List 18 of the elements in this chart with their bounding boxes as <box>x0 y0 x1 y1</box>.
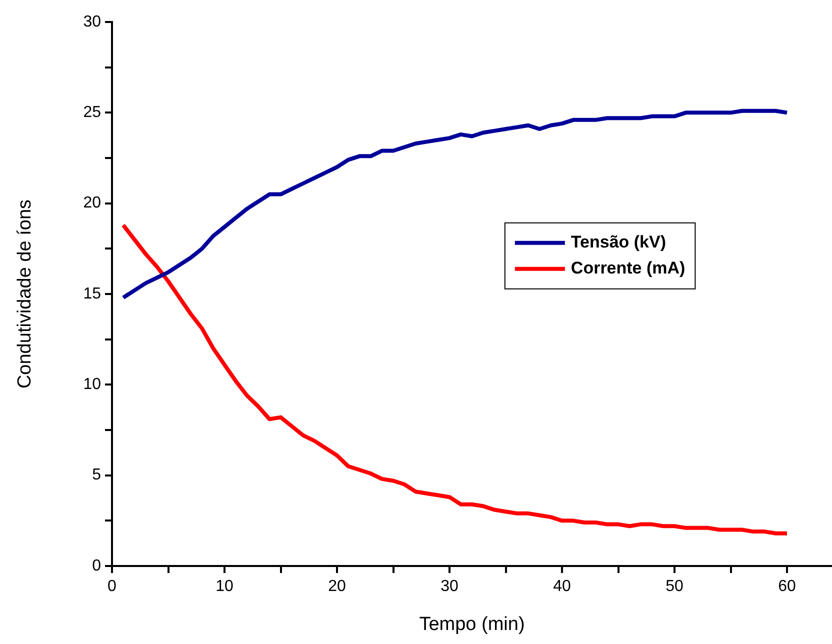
x-tick-label: 60 <box>778 578 796 596</box>
legend-label: Tensão (kV) <box>570 232 666 252</box>
y-axis-title: Condutividade de íons <box>14 199 36 389</box>
y-tick-label: 15 <box>83 285 102 302</box>
x-tick-label: 0 <box>108 578 117 596</box>
legend-label: Corrente (mA) <box>570 258 686 278</box>
x-tick-label: 30 <box>440 578 458 596</box>
y-tick-label: 25 <box>83 104 102 122</box>
x-tick-label: 20 <box>328 578 346 596</box>
x-tick-label: 40 <box>553 578 571 596</box>
y-tick-label: 30 <box>83 13 102 30</box>
x-axis-title: Tempo (min) <box>419 614 525 635</box>
x-tick-label: 10 <box>216 578 234 596</box>
y-tick-label: 0 <box>92 557 102 574</box>
y-tick-label: 5 <box>92 466 102 484</box>
y-tick-label: 10 <box>83 376 102 394</box>
x-tick-label: 50 <box>666 578 684 596</box>
y-tick-label: 20 <box>83 194 102 212</box>
